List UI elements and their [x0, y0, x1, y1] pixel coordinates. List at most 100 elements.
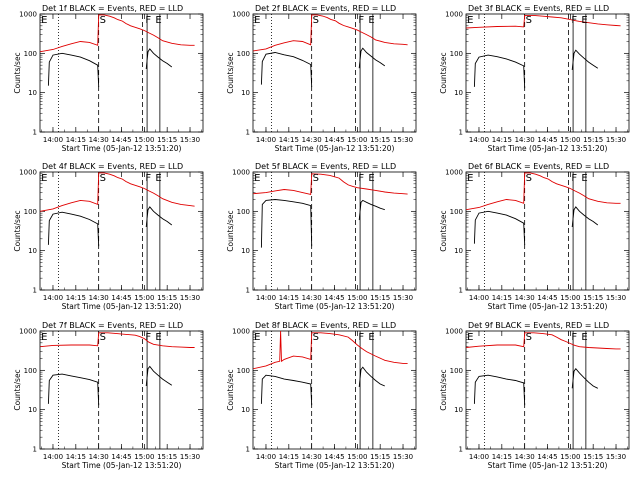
x-tick-label: 15:15 — [157, 136, 177, 144]
y-axis-label: Counts/sec — [13, 369, 22, 410]
plot-frame — [39, 13, 204, 133]
x-tick-label: 15:15 — [370, 136, 390, 144]
x-tick-label: 14:45 — [111, 294, 131, 302]
x-tick-label: 15:30 — [180, 453, 200, 461]
phase-marker-label: F — [145, 173, 151, 184]
phase-marker-label: E — [467, 15, 473, 26]
x-tick-label: 14:30 — [302, 294, 322, 302]
phase-marker-label: E — [155, 173, 161, 184]
phase-marker-label: E — [581, 15, 587, 26]
y-tick-label: 1 — [246, 129, 250, 137]
panel-det-3: Det 3f BLACK = Events, RED = LLD 1 10 100 10… — [439, 4, 630, 153]
y-axis-label: Counts/sec — [439, 210, 448, 251]
x-tick-label: 15:00 — [134, 294, 154, 302]
x-axis-label: Start Time (05-Jan-12 13:51:20) — [62, 302, 182, 311]
x-tick-label: 14:30 — [302, 136, 322, 144]
phase-marker-label: S — [526, 332, 532, 343]
plot-frame — [252, 13, 417, 133]
series-lld-line — [253, 173, 408, 195]
plot-frame — [252, 330, 417, 450]
phase-marker-label: F — [571, 173, 577, 184]
x-tick-label: 14:15 — [66, 453, 86, 461]
x-tick-label: 14:45 — [537, 136, 557, 144]
x-tick-label: 14:15 — [492, 453, 512, 461]
panel-det-2: Det 2f BLACK = Events, RED = LLD 1 10 100 10… — [226, 4, 417, 153]
phase-marker-label: S — [313, 332, 319, 343]
phase-marker-label: F — [145, 15, 151, 26]
series-events-line — [571, 206, 599, 228]
panel-det-6: Det 6f BLACK = Events, RED = LLD 1 10 100 10… — [439, 162, 630, 311]
plot-frame — [39, 171, 204, 291]
y-tick-label: 10 — [28, 247, 37, 255]
phase-marker-label: S — [526, 173, 532, 184]
x-tick-label: 14:45 — [324, 453, 344, 461]
y-axis-label: Counts/sec — [13, 210, 22, 251]
x-tick-label: 14:45 — [537, 294, 557, 302]
panel-title: Det 7f BLACK = Events, RED = LLD — [42, 321, 183, 330]
phase-marker-label: F — [571, 15, 577, 26]
phase-marker-label: E — [254, 332, 260, 343]
phase-marker-label: E — [155, 15, 161, 26]
x-tick-label: 15:30 — [180, 294, 200, 302]
y-tick-label: 100 — [450, 367, 463, 375]
y-tick-label: 1000 — [232, 169, 250, 177]
x-axis-label: Start Time (05-Jan-12 13:51:20) — [488, 461, 608, 470]
x-tick-label: 15:30 — [393, 294, 413, 302]
x-tick-label: 14:45 — [111, 136, 131, 144]
y-tick-label: 100 — [450, 50, 463, 58]
x-tick-label: 14:45 — [111, 453, 131, 461]
x-tick-label: 14:15 — [66, 136, 86, 144]
x-tick-label: 15:00 — [560, 453, 580, 461]
x-tick-label: 15:15 — [370, 453, 390, 461]
x-tick-label: 14:00 — [256, 136, 276, 144]
phase-marker-label: E — [254, 173, 260, 184]
y-tick-label: 1000 — [19, 169, 37, 177]
phase-marker-label: F — [358, 332, 364, 343]
panel-title: Det 9f BLACK = Events, RED = LLD — [468, 321, 609, 330]
panel-title: Det 2f BLACK = Events, RED = LLD — [255, 4, 396, 13]
series-events-line — [358, 366, 385, 387]
y-tick-label: 10 — [28, 406, 37, 414]
plot-frame — [465, 171, 630, 291]
y-tick-label: 1000 — [19, 328, 37, 336]
phase-marker-label: E — [581, 173, 587, 184]
series-events-line — [571, 367, 599, 389]
y-tick-label: 1000 — [232, 11, 250, 19]
phase-marker-label: F — [571, 332, 577, 343]
phase-marker-label: E — [41, 173, 47, 184]
phase-marker-label: F — [145, 332, 151, 343]
y-tick-label: 100 — [24, 367, 37, 375]
y-axis-label: Counts/sec — [226, 210, 235, 251]
series-events-line — [473, 210, 526, 245]
x-tick-label: 14:00 — [469, 294, 489, 302]
x-tick-label: 15:30 — [180, 136, 200, 144]
y-tick-label: 1 — [33, 287, 37, 295]
y-tick-label: 1 — [459, 446, 463, 454]
series-events-line — [47, 211, 100, 247]
x-tick-label: 14:00 — [256, 453, 276, 461]
y-tick-label: 10 — [241, 89, 250, 97]
series-events-line — [47, 52, 100, 87]
x-tick-label: 15:15 — [583, 136, 603, 144]
y-tick-label: 100 — [450, 208, 463, 216]
series-lld-line — [40, 14, 195, 53]
y-tick-label: 10 — [241, 247, 250, 255]
phase-marker-label: S — [313, 173, 319, 184]
x-axis-label: Start Time (05-Jan-12 13:51:20) — [62, 144, 182, 153]
x-axis-label: Start Time (05-Jan-12 13:51:20) — [488, 144, 608, 153]
phase-marker-label: E — [368, 332, 374, 343]
y-tick-label: 100 — [24, 50, 37, 58]
x-tick-label: 15:15 — [157, 453, 177, 461]
y-tick-label: 1000 — [445, 169, 463, 177]
panel-title: Det 4f BLACK = Events, RED = LLD — [42, 162, 183, 171]
y-tick-label: 10 — [241, 406, 250, 414]
x-tick-label: 15:00 — [347, 453, 367, 461]
y-tick-label: 1 — [459, 129, 463, 137]
series-events-line — [358, 47, 386, 69]
x-tick-label: 15:15 — [583, 294, 603, 302]
phase-marker-label: F — [358, 15, 364, 26]
x-tick-label: 14:30 — [515, 136, 535, 144]
x-tick-label: 15:15 — [157, 294, 177, 302]
phase-marker-label: E — [254, 15, 260, 26]
